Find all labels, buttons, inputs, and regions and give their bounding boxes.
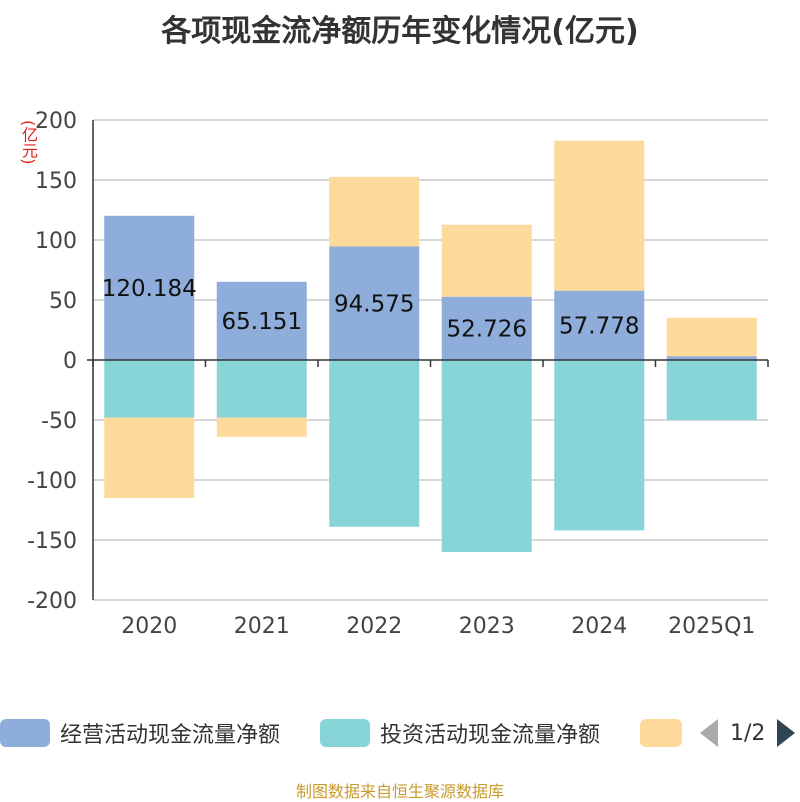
bar-series-0: [441, 296, 532, 360]
bar-value-label: 94.575: [334, 291, 414, 317]
bar-value-label: 52.726: [447, 316, 527, 342]
legend-pager: 1/2: [700, 716, 796, 750]
legend-swatch-operating: [0, 719, 50, 747]
legend-item-operating[interactable]: 经营活动现金流量净额: [0, 716, 280, 750]
legend-page-info: 1/2: [730, 720, 766, 746]
bar-series-1: [216, 360, 307, 418]
bar-series-2: [666, 317, 757, 357]
bar-series-1: [441, 360, 532, 552]
legend-item-investing[interactable]: 投资活动现金流量净额: [320, 716, 600, 750]
x-tick-label: 2025Q1: [668, 614, 755, 639]
bar-value-label: 65.151: [222, 309, 302, 335]
x-tick-label: 2022: [346, 614, 402, 639]
bar-series-1: [104, 360, 195, 418]
y-tick-label: -150: [27, 529, 77, 554]
legend-next-page-icon[interactable]: [777, 719, 796, 747]
x-tick-label: 2020: [121, 614, 177, 639]
y-tick-label: 100: [35, 229, 77, 254]
y-tick-label: 0: [63, 349, 77, 374]
bar-series-0: [216, 281, 307, 360]
bar-series-2: [216, 417, 307, 437]
legend-label-operating: 经营活动现金流量净额: [60, 723, 281, 748]
bar-series-0: [554, 290, 645, 360]
bar-series-2: [554, 140, 645, 291]
bar-series-0: [104, 215, 195, 360]
bar-series-2: [104, 417, 195, 498]
bar-value-label: 57.778: [559, 313, 639, 339]
y-axis-unit-label: (亿元): [19, 120, 38, 165]
y-tick-label: -200: [27, 589, 77, 614]
bar-series-2: [329, 176, 420, 247]
y-tick-label: 200: [35, 109, 77, 134]
y-tick-label: -100: [27, 469, 77, 494]
legend: 经营活动现金流量净额 投资活动现金流量净额: [0, 716, 800, 756]
bar-series-0: [666, 356, 757, 360]
x-tick-label: 2023: [459, 614, 515, 639]
y-tick-label: 50: [49, 289, 77, 314]
bar-series-1: [666, 360, 757, 420]
bar-series-1: [329, 360, 420, 527]
data-source-note: 制图数据来自恒生聚源数据库: [295, 782, 504, 801]
y-tick-label: 150: [35, 169, 77, 194]
x-tick-label: 2024: [571, 614, 627, 639]
legend-swatch-investing: [320, 719, 370, 747]
legend-label-investing: 投资活动现金流量净额: [380, 723, 601, 748]
x-tick-label: 2021: [234, 614, 290, 639]
bar-series-1: [554, 360, 645, 531]
bar-series-2: [441, 224, 532, 297]
stacked-bar-chart: 200 150 100 50 0 -50 -100 -150 -200 120.184 65.151…: [27, 109, 769, 639]
bar-value-label: 120.184: [102, 276, 197, 302]
bar-series-0: [329, 246, 420, 360]
chart-title: 各项现金流净额历年变化情况(亿元): [161, 14, 639, 49]
y-tick-label: -50: [41, 409, 77, 434]
legend-swatch-third-series: [640, 719, 682, 747]
legend-item-third-series[interactable]: [640, 716, 682, 750]
legend-prev-page-icon[interactable]: [700, 719, 718, 747]
